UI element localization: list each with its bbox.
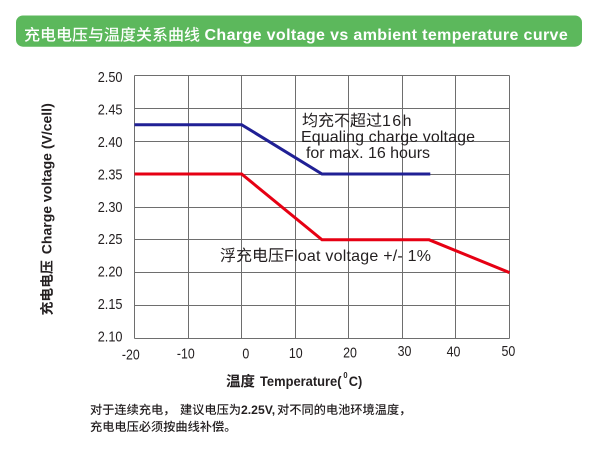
svg-text:Equaling charge voltage: Equaling charge voltage	[301, 129, 475, 146]
svg-text:30: 30	[398, 343, 412, 360]
svg-text:0: 0	[343, 370, 347, 380]
svg-text:Float voltage +/- 1%: Float voltage +/- 1%	[284, 248, 431, 265]
svg-text:2.15: 2.15	[98, 296, 123, 313]
svg-text:16h: 16h	[382, 113, 412, 130]
svg-text:2.50: 2.50	[98, 69, 123, 86]
svg-text:for max. 16 hours: for max. 16 hours	[306, 145, 430, 162]
svg-text:2.10: 2.10	[98, 329, 123, 346]
svg-text:2.35: 2.35	[98, 166, 123, 183]
svg-text:2.40: 2.40	[98, 134, 123, 151]
svg-text:20: 20	[343, 345, 357, 362]
svg-text:-20: -20	[122, 346, 140, 363]
svg-text:Temperature(: Temperature(	[260, 373, 342, 389]
svg-text:2.25: 2.25	[98, 231, 123, 248]
svg-text:2.30: 2.30	[98, 199, 123, 216]
svg-text:-10: -10	[177, 346, 195, 363]
svg-text:2.45: 2.45	[98, 102, 123, 119]
svg-text:50: 50	[502, 343, 516, 360]
svg-text:C): C)	[349, 373, 363, 389]
svg-text:Charge voltage vs ambient temp: Charge voltage vs ambient temperature cu…	[205, 27, 569, 44]
svg-text:40: 40	[447, 344, 461, 361]
svg-text:2.25V,: 2.25V,	[241, 403, 275, 417]
svg-text:Charge voltage (V/cell): Charge voltage (V/cell)	[39, 103, 55, 254]
svg-text:10: 10	[289, 345, 303, 362]
svg-text:2.20: 2.20	[98, 264, 123, 281]
svg-text:0: 0	[242, 346, 249, 363]
